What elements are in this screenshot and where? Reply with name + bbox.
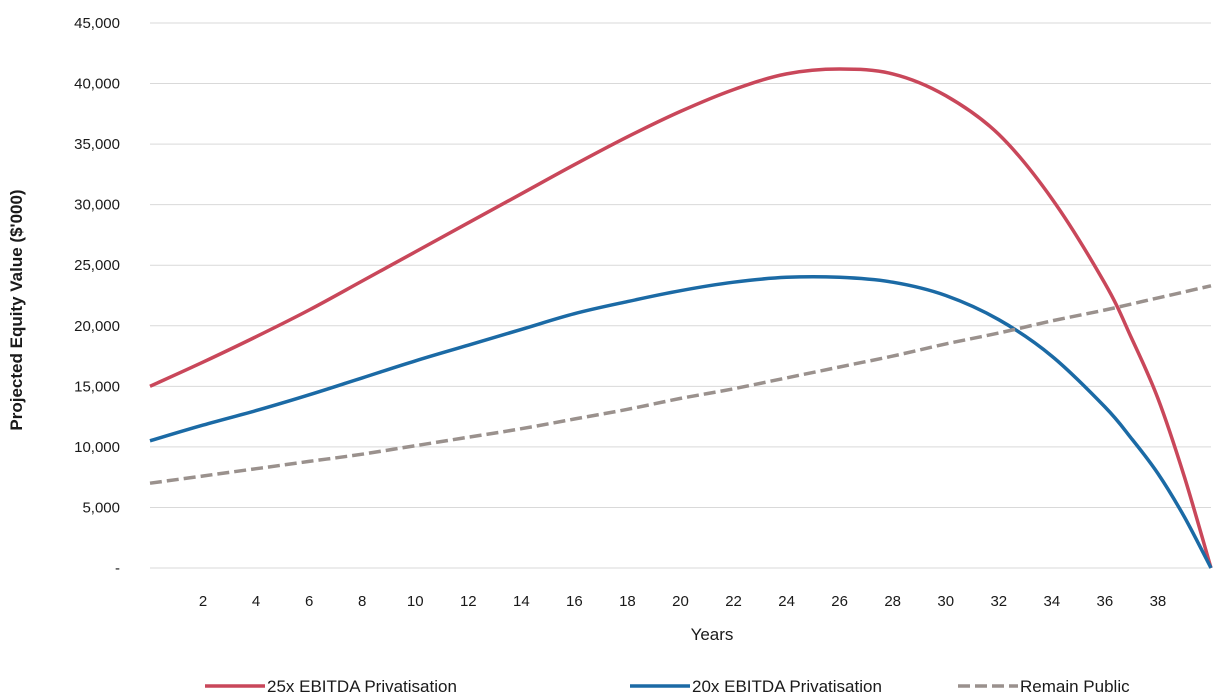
legend-label-2: Remain Public	[1020, 677, 1130, 696]
x-tick-label: 36	[1097, 593, 1114, 610]
x-tick-label: 22	[725, 593, 742, 610]
y-tick-label: 45,000	[74, 15, 120, 32]
y-tick-label: 40,000	[74, 76, 120, 93]
x-tick-label: 14	[513, 593, 530, 610]
series-line-0	[149, 67, 1213, 569]
x-axis-ticks: 2 4 6 8 10 12 14 16 18 20 22 24 26 28 30 32 34 36 38	[199, 593, 1166, 610]
x-tick-label: 12	[460, 593, 477, 610]
x-axis-title: Years	[691, 625, 734, 644]
gridlines	[150, 22, 1211, 508]
x-tick-label: 8	[358, 593, 366, 610]
y-axis-ticks: - 5,000 10,000 15,000 20,000 25,000 30,000 35,0…	[74, 15, 120, 577]
y-tick-label: 5,000	[82, 499, 120, 516]
x-tick-label: 10	[407, 593, 424, 610]
x-tick-label: 28	[884, 593, 901, 610]
x-tick-label: 30	[937, 593, 954, 610]
legend-label-1: 20x EBITDA Privatisation	[692, 677, 882, 696]
legend-label-0: 25x EBITDA Privatisation	[267, 677, 457, 696]
x-tick-label: 24	[778, 593, 795, 610]
y-tick-label: 25,000	[74, 257, 120, 274]
x-tick-label: 26	[831, 593, 848, 610]
y-tick-label: 30,000	[74, 197, 120, 214]
y-tick-label: -	[115, 560, 120, 577]
y-tick-label: 20,000	[74, 318, 120, 335]
y-tick-label: 35,000	[74, 136, 120, 153]
x-tick-label: 4	[252, 593, 260, 610]
x-tick-label: 34	[1044, 593, 1061, 610]
x-tick-label: 2	[199, 593, 207, 610]
y-tick-label: 10,000	[74, 439, 120, 456]
y-axis-title: Projected Equity Value ($'000)	[7, 189, 26, 430]
series-lines	[149, 67, 1213, 569]
x-tick-label: 18	[619, 593, 636, 610]
x-tick-label: 6	[305, 593, 313, 610]
series-line-1	[149, 274, 1213, 569]
y-tick-label: 15,000	[74, 378, 120, 395]
x-tick-label: 20	[672, 593, 689, 610]
x-tick-label: 38	[1150, 593, 1167, 610]
x-tick-label: 32	[990, 593, 1007, 610]
series-line-2	[149, 284, 1212, 485]
x-tick-label: 16	[566, 593, 583, 610]
legend: 25x EBITDA Privatisation 20x EBITDA Priva…	[205, 677, 1130, 696]
